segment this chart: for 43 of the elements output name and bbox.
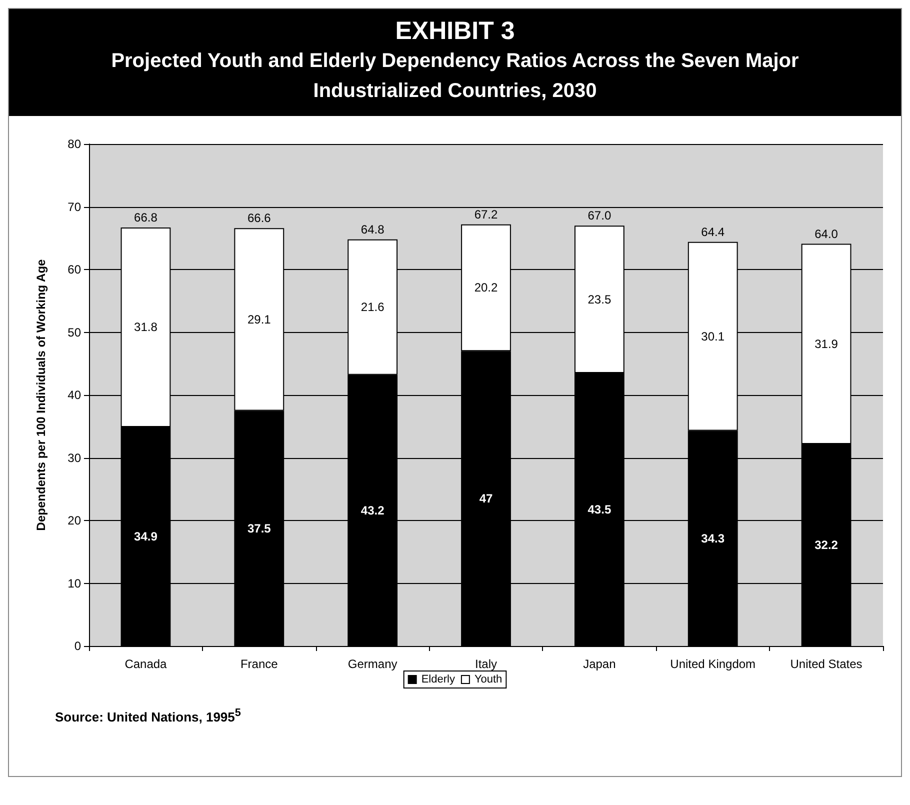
y-tick-label: 30 bbox=[68, 450, 82, 465]
data-label: 43.2 bbox=[360, 503, 385, 518]
y-tick-label: 0 bbox=[74, 639, 82, 653]
y-tick-label: 20 bbox=[68, 514, 82, 528]
x-tick-label: Italy bbox=[474, 657, 498, 671]
total-label: 64.8 bbox=[360, 222, 385, 236]
data-label: 32.2 bbox=[814, 538, 838, 552]
y-tick-label: 40 bbox=[68, 388, 82, 402]
chart-subtitle: Projected Youth and Elderly Dependency Ratios Across the Seven Major Industrialized Countries, 2030 bbox=[110, 49, 800, 104]
data-label: 29.1 bbox=[247, 312, 272, 326]
x-tick-label: United Kingdom bbox=[670, 657, 756, 671]
data-label: 34.9 bbox=[134, 530, 158, 544]
total-label: 64.0 bbox=[814, 226, 838, 241]
total-label: 64.4 bbox=[701, 224, 725, 239]
y-tick-label: 70 bbox=[68, 200, 82, 214]
data-label: 23.5 bbox=[588, 292, 612, 306]
data-label: 43.5 bbox=[588, 502, 612, 517]
x-tick-label: United States bbox=[790, 657, 862, 671]
legend-label: Youth bbox=[474, 674, 502, 686]
data-label: 37.5 bbox=[247, 521, 272, 536]
data-label: 20.2 bbox=[474, 280, 498, 295]
total-label: 67.2 bbox=[474, 207, 498, 222]
x-tick-label: France bbox=[240, 657, 278, 671]
data-label: 30.1 bbox=[701, 329, 725, 344]
y-tick-label: 60 bbox=[68, 262, 82, 276]
legend-label: Elderly bbox=[421, 674, 456, 686]
chart-title: EXHIBIT 3 bbox=[394, 17, 516, 46]
data-label: 34.3 bbox=[701, 531, 725, 546]
y-tick-label: 10 bbox=[68, 576, 82, 590]
x-tick-label: Germany bbox=[348, 657, 398, 671]
total-label: 66.6 bbox=[247, 211, 272, 226]
data-label: 47 bbox=[479, 492, 493, 506]
total-label: 67.0 bbox=[588, 208, 612, 223]
x-tick-label: Canada bbox=[124, 657, 168, 671]
data-label: 31.8 bbox=[134, 320, 158, 334]
x-tick-label: Japan bbox=[583, 657, 616, 671]
total-label: 66.8 bbox=[134, 210, 158, 224]
data-label: 21.6 bbox=[360, 300, 385, 314]
y-tick-label: 80 bbox=[68, 137, 82, 151]
data-label: 31.9 bbox=[814, 336, 838, 351]
source-note: Source: United Nations, 1995$^{5}$ bbox=[55, 706, 241, 724]
y-axis-title: Dependents per 100 Individuals of Working Age bbox=[34, 258, 48, 531]
y-tick-label: 50 bbox=[68, 325, 82, 340]
